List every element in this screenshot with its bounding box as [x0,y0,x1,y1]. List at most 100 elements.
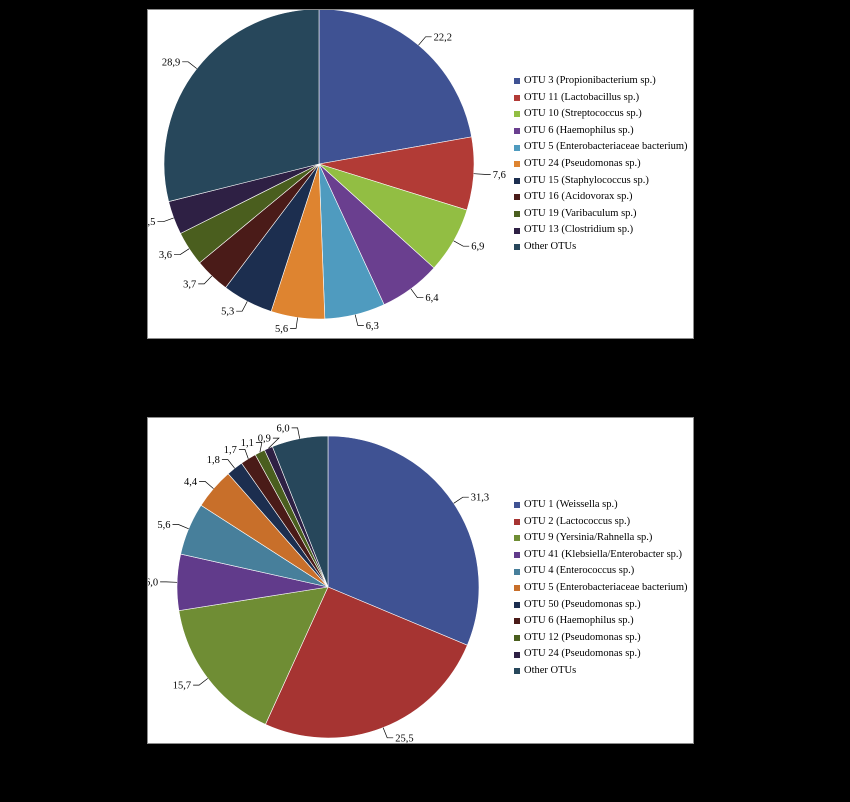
legend-2: OTU 1 (Weissella sp.) OTU 2 (Lactococcus … [514,497,688,680]
legend-swatch [514,244,520,251]
leader-line-otu-15-staphylococcus-sp [236,301,248,312]
legend-swatch [514,618,520,625]
leader-line-other-otus [291,427,301,439]
data-label-otu-1-weissella-sp: 31,3 [471,493,489,504]
legend-swatch [514,518,520,525]
legend-swatch [514,552,520,559]
legend-swatch [514,161,520,168]
legend-swatch [514,227,520,234]
legend-swatch [514,601,520,608]
pie-chart-panel-1: 22,2 7,6 6,9 6,4 6,3 5,6 5,3 3,7 3,6 3,5 28,9 OTU … [147,9,694,339]
legend-swatch [514,94,520,101]
legend-item-otu-9-yersinia-rahnella-sp: OTU 9 (Yersinia/Rahnella sp.) [514,530,688,547]
legend-label: OTU 13 (Clostridium sp.) [524,224,634,236]
legend-swatch [514,128,520,135]
legend-swatch [514,651,520,658]
legend-item-otu-5-enterobacteriaceae-bacterium: OTU 5 (Enterobacteriaceae bacterium) [514,580,688,597]
legend-swatch [514,668,520,675]
data-label-otu-19-varibaculum-sp: 3,6 [159,250,172,261]
data-label-otu-13-clostridium-sp: 3,5 [148,217,155,228]
leader-line-otu-24-pseudomonas-sp [268,437,280,449]
legend-swatch [514,502,520,509]
legend-label: OTU 3 (Propionibacterium sp.) [524,75,656,86]
legend-label: OTU 24 (Pseudomonas sp.) [524,648,641,660]
legend-swatch [514,144,520,151]
legend-item-other-otus: Other OTUs [514,239,688,256]
leader-line-otu-11-lactobacillus-sp [473,173,491,175]
legend-item-otu-13-clostridium-sp: OTU 13 (Clostridium sp.) [514,222,688,239]
legend-label: OTU 15 (Staphylococcus sp.) [524,174,649,186]
leader-line-otu-13-clostridium-sp [157,217,174,223]
legend-label: OTU 2 (Lactococcus sp.) [524,515,631,527]
legend-item-otu-1-weissella-sp: OTU 1 (Weissella sp.) [514,497,688,514]
pie-slice-otu-2-lactococcus-sp [265,586,468,739]
legend-item-otu-16-acidovorax-sp: OTU 16 (Acidovorax sp.) [514,189,688,206]
legend-swatch [514,78,520,85]
legend-label: OTU 41 (Klebsiella/Enterobacter sp.) [524,548,683,560]
leader-line-otu-6-haemophilus-sp [238,449,249,459]
leader-line-otu-6-haemophilus-sp [410,288,424,299]
legend-item-otu-6-haemophilus-sp: OTU 6 (Haemophilus sp.) [514,123,688,140]
legend-swatch [514,194,520,201]
legend-swatch [514,211,520,218]
data-label-otu-6-haemophilus-sp: 1,7 [224,445,237,456]
pie-chart-2: 31,3 25,5 15,7 6,0 5,6 4,4 1,8 1,7 1,1 0,9 6,0 [148,423,489,744]
legend-item-otu-3-propionibacterium-sp: OTU 3 (Propionibacterium sp.) [514,73,688,90]
leader-line-otu-3-propionibacterium-sp [418,36,432,46]
data-label-otu-41-klebsiella-enterobacter-sp: 6,0 [148,577,158,588]
pie-slice-otu-1-weissella-sp [327,435,480,646]
legend-swatch [514,635,520,642]
legend-swatch [514,585,520,592]
legend-label: OTU 12 (Pseudomonas sp.) [524,631,641,643]
legend-item-otu-50-pseudomonas-sp: OTU 50 (Pseudomonas sp.) [514,597,688,614]
legend-1: OTU 3 (Propionibacterium sp.) OTU 11 (Lac… [514,73,688,256]
data-label-otu-5-enterobacteriaceae-bacterium: 6,3 [366,321,379,332]
legend-item-otu-24-pseudomonas-sp: OTU 24 (Pseudomonas sp.) [514,156,688,173]
pie-chart-panel-2: 31,3 25,5 15,7 6,0 5,6 4,4 1,8 1,7 1,1 0,9 6,0 OTU… [147,417,694,744]
data-label-otu-11-lactobacillus-sp: 7,6 [493,170,506,181]
legend-item-other-otus: Other OTUs [514,663,688,680]
leader-line-otu-2-lactococcus-sp [382,727,394,739]
leader-line-otu-9-yersinia-rahnella-sp [193,678,209,686]
data-label-otu-10-streptococcus-sp: 6,9 [471,242,484,253]
legend-label: OTU 6 (Haemophilus sp.) [524,124,634,136]
legend-label: OTU 1 (Weissella sp.) [524,499,618,510]
leader-line-otu-5-enterobacteriaceae-bacterium [354,314,364,326]
legend-item-otu-12-pseudomonas-sp: OTU 12 (Pseudomonas sp.) [514,630,688,647]
legend-label: OTU 24 (Pseudomonas sp.) [524,157,641,169]
legend-label: OTU 50 (Pseudomonas sp.) [524,598,641,610]
leader-line-other-otus [182,61,198,69]
legend-label: OTU 5 (Enterobacteriaceae bacterium) [524,581,688,593]
leader-line-otu-1-weissella-sp [453,496,469,504]
data-label-otu-24-pseudomonas-sp: 5,6 [275,324,288,335]
leader-line-otu-10-streptococcus-sp [453,240,470,247]
legend-item-otu-10-streptococcus-sp: OTU 10 (Streptococcus sp.) [514,106,688,123]
leader-line-otu-12-pseudomonas-sp [255,442,263,453]
legend-swatch [514,568,520,575]
pie-slice-otu-3-propionibacterium-sp [318,10,472,165]
legend-label: OTU 16 (Acidovorax sp.) [524,191,633,203]
legend-label: OTU 4 (Enterococcus sp.) [524,565,635,577]
legend-swatch [514,111,520,118]
data-label-other-otus: 28,9 [162,57,180,68]
legend-label: OTU 11 (Lactobacillus sp.) [524,91,640,103]
data-label-otu-15-staphylococcus-sp: 5,3 [221,307,234,318]
legend-label: OTU 10 (Streptococcus sp.) [524,108,642,120]
leader-line-otu-5-enterobacteriaceae-bacterium [199,481,214,489]
leader-line-otu-24-pseudomonas-sp [290,317,298,329]
legend-item-otu-4-enterococcus-sp: OTU 4 (Enterococcus sp.) [514,563,688,580]
pie-chart-1: 22,2 7,6 6,9 6,4 6,3 5,6 5,3 3,7 3,6 3,5 28,9 [148,10,506,335]
legend-swatch [514,177,520,184]
leader-line-otu-4-enterococcus-sp [172,524,189,530]
pie-slice-other-otus [163,10,320,202]
legend-label: OTU 19 (Varibaculum sp.) [524,207,637,219]
data-label-otu-16-acidovorax-sp: 3,7 [183,279,196,290]
legend-label: OTU 6 (Haemophilus sp.) [524,615,634,627]
pie-slice-otu-9-yersinia-rahnella-sp [178,586,329,725]
data-label-otu-6-haemophilus-sp: 6,4 [425,293,439,304]
leader-line-otu-19-varibaculum-sp [174,248,190,256]
data-label-otu-3-propionibacterium-sp: 22,2 [434,32,452,43]
leader-line-otu-16-acidovorax-sp [198,275,213,285]
legend-item-otu-6-haemophilus-sp: OTU 6 (Haemophilus sp.) [514,613,688,630]
legend-item-otu-19-varibaculum-sp: OTU 19 (Varibaculum sp.) [514,206,688,223]
